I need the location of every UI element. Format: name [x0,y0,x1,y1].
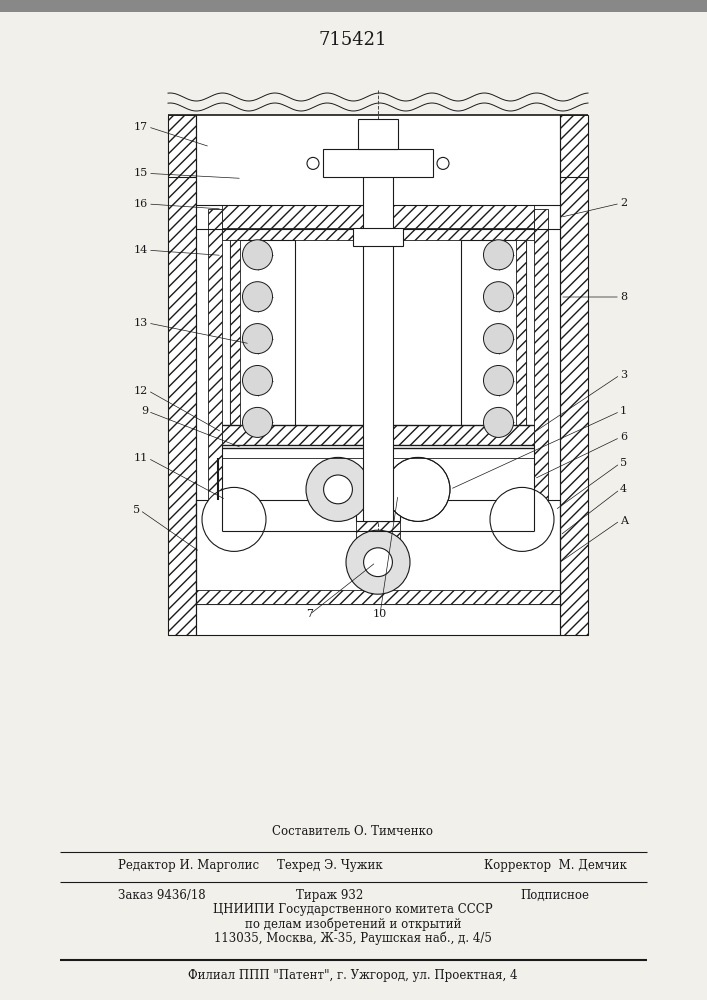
Text: 12: 12 [134,386,148,396]
Text: A: A [620,516,628,526]
Text: ЦНИИПИ Государственного комитета СССР: ЦНИИПИ Государственного комитета СССР [214,904,493,916]
Bar [220,519,248,541]
Bar [358,119,398,149]
Circle shape [484,240,513,270]
Text: 6: 6 [620,432,627,442]
Bar [222,425,534,445]
Circle shape [324,475,352,504]
Bar [196,590,560,604]
Bar [168,115,196,635]
Text: 113035, Москва, Ж-35, Раушская наб., д. 4/5: 113035, Москва, Ж-35, Раушская наб., д. … [214,931,492,945]
Circle shape [437,157,449,169]
Bar [534,209,548,531]
Text: 13: 13 [134,318,148,328]
Bar [222,228,363,240]
Bar [220,519,248,541]
Circle shape [484,407,513,437]
Text: Заказ 9436/18: Заказ 9436/18 [118,888,206,902]
Text: 17: 17 [134,122,148,132]
Bar [508,519,536,541]
Circle shape [386,457,450,521]
Bar [323,149,433,177]
Text: Корректор  М. Демчик: Корректор М. Демчик [484,859,626,872]
Text: 2: 2 [620,198,627,208]
Text: 3: 3 [620,370,627,380]
Circle shape [243,324,272,354]
Text: Тираж 932: Тираж 932 [296,888,363,902]
Circle shape [306,457,370,521]
Text: Подписное: Подписное [520,888,590,902]
Text: по делам изобретений и открытий: по делам изобретений и открытий [245,917,461,931]
Text: 4: 4 [620,484,627,494]
Circle shape [363,548,392,577]
Circle shape [307,157,319,169]
Bar [461,240,526,437]
Text: 15: 15 [134,168,148,178]
Text: 11: 11 [134,453,148,463]
Bar [196,500,560,604]
Circle shape [243,407,272,437]
Text: 5: 5 [620,458,627,468]
Text: 16: 16 [134,199,148,209]
Bar [230,240,295,437]
Bar [560,115,588,635]
Bar [508,519,536,541]
Text: 14: 14 [134,245,148,255]
Circle shape [490,487,554,551]
Circle shape [484,282,513,312]
Text: Редактор И. Марголис: Редактор И. Марголис [118,859,259,872]
Circle shape [484,324,513,354]
Bar [230,240,240,437]
Bar [356,501,400,521]
Circle shape [243,282,272,312]
Circle shape [346,530,410,594]
Bar [353,228,403,246]
Bar [222,205,534,229]
Circle shape [202,487,266,551]
Bar [516,240,526,437]
Text: 10: 10 [373,609,387,619]
Text: Техред Э. Чужик: Техред Э. Чужик [277,859,382,872]
Bar [168,115,588,635]
Text: 5: 5 [133,505,140,515]
Circle shape [484,365,513,395]
Bar [393,228,534,240]
Text: 9: 9 [141,406,148,416]
Text: 1: 1 [620,406,627,416]
Circle shape [243,365,272,395]
Text: Составитель О. Тимченко: Составитель О. Тимченко [272,825,433,838]
Circle shape [243,240,272,270]
Bar [356,521,400,541]
Text: 8: 8 [620,292,627,302]
Text: 715421: 715421 [319,31,387,49]
Bar [222,229,534,237]
Bar [0,0,707,12]
Text: Филиал ППП "Патент", г. Ужгород, ул. Проектная, 4: Филиал ППП "Патент", г. Ужгород, ул. Про… [188,968,518,982]
Bar [208,209,222,531]
Text: 7: 7 [307,609,313,619]
Bar [363,167,393,521]
